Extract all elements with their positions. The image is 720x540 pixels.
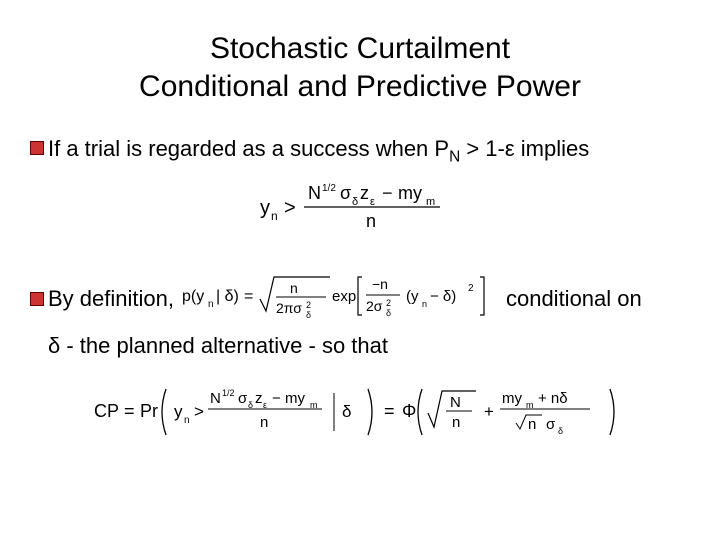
svg-text:n: n bbox=[260, 414, 268, 431]
svg-text:(y: (y bbox=[406, 288, 419, 305]
bullet-1-sub: N bbox=[449, 148, 460, 165]
bullet-1-text: If a trial is regarded as a success when… bbox=[48, 135, 690, 167]
svg-text:n: n bbox=[528, 416, 536, 433]
svg-text:N: N bbox=[210, 390, 221, 407]
svg-text:n: n bbox=[422, 299, 427, 309]
svg-text:σ: σ bbox=[238, 390, 248, 407]
svg-text:p(y: p(y bbox=[182, 288, 204, 305]
svg-text:Pr: Pr bbox=[140, 401, 158, 421]
bullet-icon bbox=[30, 141, 44, 155]
svg-text:Φ: Φ bbox=[402, 401, 416, 421]
svg-text:+ nδ: + nδ bbox=[538, 390, 568, 407]
svg-text:>: > bbox=[194, 402, 204, 421]
svg-text:z: z bbox=[255, 390, 263, 407]
bullet-2-lead: By definition, bbox=[30, 286, 174, 312]
slide: Stochastic Curtailment Conditional and P… bbox=[0, 0, 720, 497]
svg-text:n: n bbox=[184, 415, 190, 426]
formula-3: CP = Pr y n > N 1/2 σ δ z ε − my m n δ = bbox=[30, 377, 690, 452]
svg-text:2: 2 bbox=[386, 298, 391, 308]
svg-text:my: my bbox=[398, 183, 422, 203]
title-line-2: Conditional and Predictive Power bbox=[139, 70, 581, 103]
svg-text:CP: CP bbox=[94, 401, 119, 421]
svg-text:y: y bbox=[260, 197, 270, 219]
bullet-icon bbox=[30, 292, 44, 306]
svg-text:δ: δ bbox=[386, 308, 391, 318]
svg-text:n: n bbox=[271, 209, 278, 223]
svg-text:n: n bbox=[452, 414, 460, 431]
svg-text:1/2: 1/2 bbox=[322, 183, 336, 194]
bullet-1-post: > 1-ε implies bbox=[460, 136, 589, 161]
svg-text:my: my bbox=[502, 390, 522, 407]
svg-text:n: n bbox=[208, 299, 214, 310]
bullet-2-post: conditional on bbox=[506, 286, 642, 312]
bullet-2: By definition, p(y n | δ) = n 2πσ δ 2 ex… bbox=[30, 267, 690, 331]
bullet-2-line2: δ - the planned alternative - so that bbox=[48, 333, 690, 359]
svg-text:−: − bbox=[382, 183, 393, 203]
svg-text:2: 2 bbox=[306, 300, 311, 310]
bullet-1: If a trial is regarded as a success when… bbox=[30, 135, 690, 167]
svg-text:m: m bbox=[426, 196, 435, 208]
svg-text:1/2: 1/2 bbox=[222, 388, 235, 398]
svg-text:ε: ε bbox=[370, 196, 375, 208]
svg-text:| δ): | δ) bbox=[216, 288, 239, 305]
svg-text:>: > bbox=[284, 197, 296, 219]
svg-text:σ: σ bbox=[546, 416, 556, 433]
slide-title: Stochastic Curtailment Conditional and P… bbox=[30, 30, 690, 105]
svg-text:exp: exp bbox=[332, 288, 356, 305]
bullet-1-pre: If a trial is regarded as a success when… bbox=[48, 136, 449, 161]
svg-text:σ: σ bbox=[340, 183, 351, 203]
svg-text:δ: δ bbox=[352, 196, 358, 208]
svg-text:+: + bbox=[484, 402, 494, 421]
svg-text:−: − bbox=[272, 390, 281, 407]
svg-text:N: N bbox=[308, 183, 321, 203]
svg-text:−n: −n bbox=[372, 276, 388, 292]
svg-text:=: = bbox=[244, 288, 253, 305]
svg-text:z: z bbox=[360, 183, 369, 203]
svg-text:y: y bbox=[174, 402, 183, 421]
svg-text:δ: δ bbox=[558, 426, 563, 436]
formula-2: p(y n | δ) = n 2πσ δ 2 exp −n 2σ bbox=[180, 267, 500, 331]
svg-text:=: = bbox=[124, 401, 135, 421]
bullet-2-pre: By definition, bbox=[48, 286, 174, 312]
svg-text:=: = bbox=[384, 401, 395, 421]
svg-text:δ: δ bbox=[342, 402, 351, 421]
formula-1: y n > N 1/2 σ δ z ε − my m n bbox=[30, 177, 690, 242]
svg-text:− δ): − δ) bbox=[430, 288, 456, 305]
title-line-1: Stochastic Curtailment bbox=[210, 32, 510, 65]
svg-text:2: 2 bbox=[468, 283, 474, 294]
svg-text:N: N bbox=[450, 394, 461, 411]
svg-text:2πσ: 2πσ bbox=[276, 300, 302, 316]
svg-text:my: my bbox=[285, 390, 305, 407]
svg-text:n: n bbox=[366, 211, 376, 231]
svg-text:δ: δ bbox=[306, 310, 311, 320]
svg-text:2σ: 2σ bbox=[366, 298, 383, 314]
svg-text:n: n bbox=[290, 280, 298, 296]
